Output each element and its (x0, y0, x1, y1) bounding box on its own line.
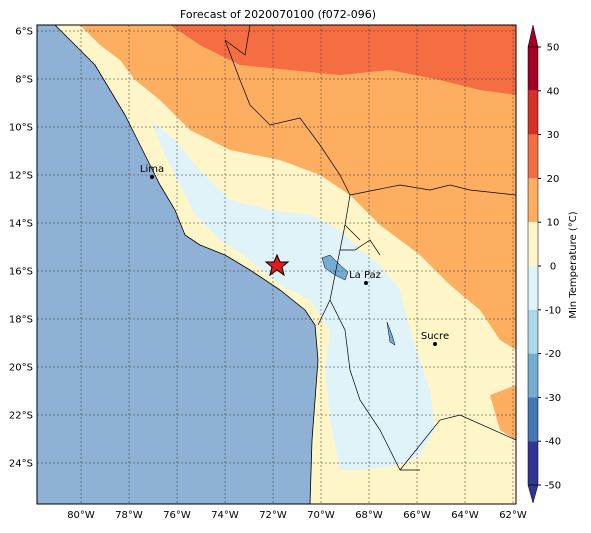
colorbar-tick-label: -10 (545, 305, 561, 316)
colorbar-segment (528, 397, 538, 442)
lat-label: 14°S (9, 219, 33, 230)
lon-label: 70°W (307, 510, 335, 521)
lon-label: 74°W (211, 510, 239, 521)
colorbar-tick-label: 50 (547, 43, 560, 54)
lon-label: 78°W (115, 510, 143, 521)
colorbar-label: Min Temperature (°C) (568, 211, 579, 318)
lon-label: 80°W (67, 510, 95, 521)
lat-label: 18°S (9, 315, 33, 326)
lat-label: 10°S (9, 123, 33, 134)
colorbar-segment (528, 353, 538, 398)
colorbar-tick-label: -20 (545, 349, 561, 360)
colorbar-segment (528, 266, 538, 310)
city-marker (433, 342, 437, 346)
colorbar-tick-label: -50 (545, 481, 561, 492)
lon-label: 62°W (499, 510, 527, 521)
city-label: Lima (140, 164, 164, 175)
colorbar-tick-label: 0 (550, 262, 556, 273)
lat-label: 22°S (9, 411, 33, 422)
graticule: 80°W 78°W 76°W 74°W 72°W 70°W 68°W 66°W 64°W 62°W… (9, 25, 527, 521)
lon-label: 76°W (163, 510, 191, 521)
lon-label: 68°W (355, 510, 383, 521)
colorbar-tick-label: 20 (547, 174, 560, 185)
lat-label: 8°S (15, 75, 33, 86)
colorbar-tick-label: -30 (545, 393, 561, 404)
colorbar-segment (528, 309, 538, 354)
colorbar-tick-label: 30 (547, 130, 560, 141)
lat-label: 12°S (9, 171, 33, 182)
colorbar-tick-label: -40 (545, 437, 561, 448)
lat-label: 20°S (9, 363, 33, 374)
lon-label: 64°W (451, 510, 479, 521)
city-label: La Paz (349, 270, 381, 281)
lat-label: 6°S (15, 27, 33, 38)
lat-label: 16°S (9, 267, 33, 278)
colorbar-segment (528, 222, 538, 266)
star-marker (264, 253, 290, 277)
city-marker (364, 281, 368, 285)
colorbar: 50 40 30 20 10 0 -10 -20 -30 -40 -50 (527, 24, 561, 504)
lat-label: 24°S (9, 459, 33, 470)
city-marker (150, 175, 154, 179)
city-label: Sucre (421, 331, 449, 342)
colorbar-tick-label: 40 (547, 86, 560, 97)
map-frame (36, 24, 517, 505)
title: Forecast of 2020070100 (f072-096) (180, 8, 376, 21)
colorbar-segment (528, 90, 538, 135)
lon-label: 66°W (403, 510, 431, 521)
lon-label: 72°W (259, 510, 287, 521)
colorbar-segment (528, 134, 538, 179)
colorbar-tick-label: 10 (547, 218, 560, 229)
colorbar-extend (527, 484, 539, 504)
colorbar-extend (527, 24, 539, 48)
colorbar-segment (528, 441, 538, 485)
colorbar-segment (528, 178, 538, 223)
colorbar-segment (528, 47, 538, 91)
